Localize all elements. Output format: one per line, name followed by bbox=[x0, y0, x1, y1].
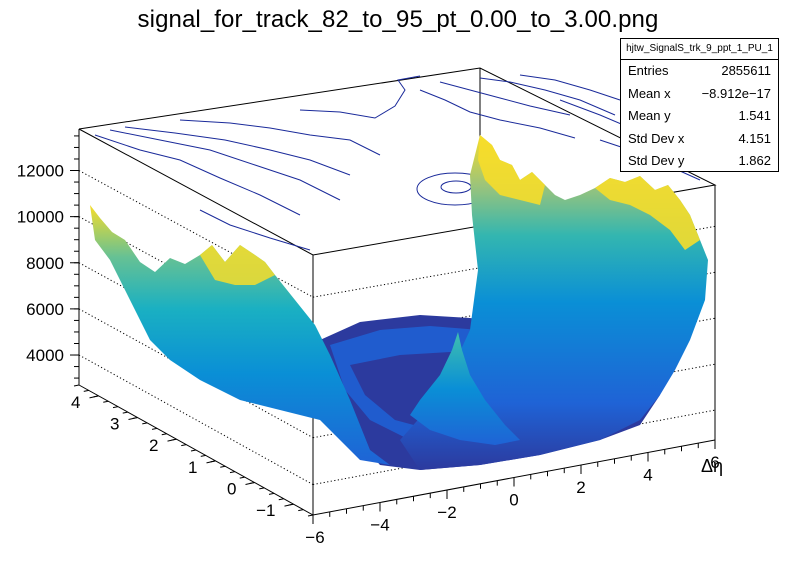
y-minor-tick bbox=[171, 438, 177, 441]
y-minor-tick bbox=[83, 389, 89, 392]
stats-row: Mean y 1.541 bbox=[621, 105, 778, 128]
stats-value: 2855611 bbox=[721, 63, 771, 78]
y-minor-tick bbox=[249, 482, 255, 484]
x-tick-label: −4 bbox=[370, 516, 389, 535]
stats-key: Mean x bbox=[628, 85, 671, 101]
y-minor-tick bbox=[122, 411, 128, 414]
stats-row: Mean x −8.912e−17 bbox=[621, 83, 778, 106]
x-tick-label: 4 bbox=[643, 466, 652, 485]
y-minor-tick bbox=[307, 514, 314, 517]
y-minor-tick bbox=[268, 492, 275, 495]
x-tick-label: −2 bbox=[437, 503, 456, 522]
stats-key: Mean y bbox=[628, 108, 671, 123]
y-tick-label: 2 bbox=[149, 436, 158, 455]
stats-value: −8.912e−17 bbox=[701, 85, 771, 101]
y-tick-label: 4 bbox=[71, 393, 80, 412]
y-minor-tick bbox=[142, 422, 148, 425]
z-tick-label: 10000 bbox=[17, 208, 64, 227]
z-tick-label: 12000 bbox=[17, 162, 64, 181]
stats-row: Entries 2855611 bbox=[621, 60, 778, 83]
surface-left-wall bbox=[90, 205, 390, 465]
stats-histogram-name: hjtw_SignalS_trk_9_ppt_1_PU_1 bbox=[621, 39, 778, 60]
surface bbox=[90, 135, 708, 470]
stats-value: 1.541 bbox=[738, 108, 771, 123]
x-tick-label: 2 bbox=[576, 478, 585, 497]
y-tick-label: 1 bbox=[188, 458, 197, 477]
top-contours bbox=[94, 74, 701, 251]
y-tick-label: 0 bbox=[227, 480, 236, 499]
y-minor-tick bbox=[200, 454, 206, 457]
stats-row: Std Dev y 1.862 bbox=[621, 150, 778, 173]
stats-value: 1.862 bbox=[738, 153, 771, 168]
y-minor-tick bbox=[288, 503, 294, 506]
z-gridline bbox=[78, 170, 314, 298]
y-minor-tick bbox=[132, 417, 138, 419]
chart-title: signal_for_track_82_to_95_pt_0.00_to_3.0… bbox=[137, 6, 659, 33]
x-axis-title: Δη bbox=[701, 456, 723, 476]
y-minor-tick bbox=[161, 433, 167, 436]
stats-key: Entries bbox=[628, 63, 669, 78]
surface-ridge bbox=[200, 245, 275, 285]
surface-ridge bbox=[595, 176, 700, 250]
y-minor-tick bbox=[181, 444, 187, 447]
stats-value: 4.151 bbox=[738, 130, 771, 146]
z-tick-label: 4000 bbox=[26, 346, 64, 365]
y-minor-tick bbox=[278, 498, 284, 501]
z-tick-label: 8000 bbox=[26, 254, 64, 273]
y-minor-tick bbox=[259, 487, 265, 490]
y-minor-tick bbox=[229, 471, 236, 474]
surface-ridge bbox=[478, 135, 545, 205]
y-minor-tick bbox=[151, 427, 158, 430]
y-minor-tick bbox=[73, 384, 80, 387]
stats-row: Std Dev x 4.151 bbox=[621, 128, 778, 151]
stats-key: Std Dev y bbox=[628, 153, 685, 168]
y-minor-tick bbox=[103, 400, 109, 403]
y-tick-label: −1 bbox=[256, 501, 275, 520]
x-tick-label: −6 bbox=[305, 528, 324, 547]
stats-key: Std Dev x bbox=[628, 130, 685, 146]
z-tick-label: 6000 bbox=[26, 300, 64, 319]
surface-right-wall bbox=[400, 135, 708, 470]
y-minor-tick bbox=[112, 406, 119, 409]
y-minor-tick bbox=[210, 460, 216, 463]
stats-box: hjtw_SignalS_trk_9_ppt_1_PU_1 Entries 28… bbox=[620, 38, 779, 172]
axis-ticks bbox=[70, 135, 716, 524]
y-minor-tick bbox=[239, 476, 245, 479]
y-minor-tick bbox=[220, 465, 226, 468]
y-tick-label: 3 bbox=[110, 415, 119, 434]
x-tick-label: 6 bbox=[710, 453, 719, 472]
y-minor-tick bbox=[93, 395, 99, 398]
x-tick-label: 0 bbox=[509, 491, 518, 510]
surface-peak bbox=[410, 332, 520, 445]
z-gridline bbox=[78, 354, 314, 485]
y-minor-tick bbox=[190, 449, 197, 452]
y-minor-tick bbox=[298, 509, 304, 512]
axis-labels: 4000 6000 8000 10000 12000 −6 −4 −2 0 2 4 6Δη −1 0 1 2 3… bbox=[17, 162, 723, 547]
